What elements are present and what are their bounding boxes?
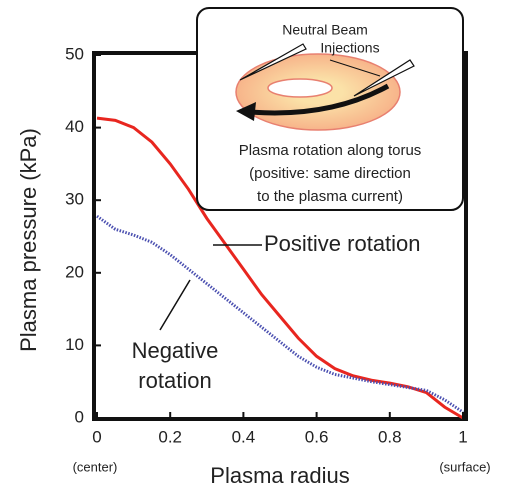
y-tick-label: 40 — [65, 117, 84, 136]
x-end-label: (surface) — [439, 459, 490, 474]
rotation-arrow — [249, 83, 390, 116]
series-label: rotation — [138, 368, 211, 393]
y-tick-label: 10 — [65, 335, 84, 354]
x-end-label: (center) — [73, 459, 118, 474]
plot — [96, 116, 464, 420]
y-tick-label: 50 — [65, 44, 84, 63]
inset-beam-label: Injections — [320, 40, 379, 56]
x-axis-label: Plasma radius — [210, 463, 349, 488]
inset-caption: (positive: same direction — [249, 165, 411, 182]
inset-beam-label: Neutral Beam — [282, 22, 368, 38]
pointer — [329, 59, 381, 77]
series-line — [96, 116, 464, 420]
x-tick-label: 0.6 — [305, 427, 329, 446]
series-label: Positive rotation — [264, 231, 421, 256]
x-tick-label: 0.4 — [232, 427, 256, 446]
torus-hole — [267, 78, 333, 98]
inset-caption: to the plasma current) — [257, 188, 403, 205]
y-tick-label: 0 — [75, 407, 84, 426]
series-label: Negative — [132, 338, 219, 363]
beam-injector — [239, 43, 307, 81]
x-tick-label: 0 — [92, 427, 101, 446]
arrowhead — [236, 102, 256, 121]
inset — [196, 7, 464, 211]
y-tick-label: 30 — [65, 190, 84, 209]
x-tick-label: 0.8 — [378, 427, 402, 446]
x-tick-label: 0.2 — [158, 427, 182, 446]
leader — [159, 279, 191, 331]
x-tick-label: 1 — [458, 427, 467, 446]
y-axis-label: Plasma pressure (kPa) — [16, 128, 41, 352]
y-tick-label: 20 — [65, 262, 84, 281]
inset-caption: Plasma rotation along torus — [239, 142, 422, 159]
beam-injector — [353, 59, 415, 97]
